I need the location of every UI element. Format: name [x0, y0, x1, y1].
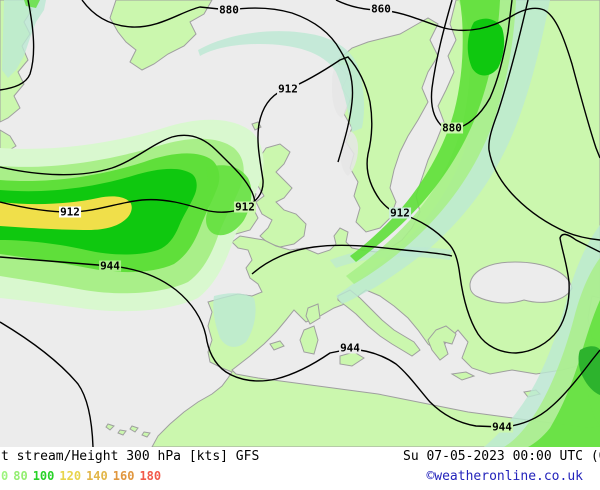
caption-bar: t stream/Height 300 hPa [kts] GFS Su 07-…	[0, 447, 600, 490]
legend-value: 160	[112, 469, 135, 483]
land-arctic	[109, 0, 213, 71]
legend-value: 100	[32, 469, 55, 483]
land-greece	[427, 325, 457, 361]
land-scandinavia	[337, 17, 439, 233]
contour-880-nw	[81, 0, 354, 163]
contour-912-main	[0, 56, 600, 354]
land-corsica	[305, 303, 321, 325]
atlantic-jet-ireland-blob	[206, 165, 252, 236]
contour-label: 860	[370, 2, 392, 16]
east-band-mid	[350, 0, 500, 262]
sea-black-sea	[469, 261, 573, 304]
se-band-mid	[528, 300, 600, 447]
band-spain-teal	[213, 293, 256, 347]
legend-value: 140	[86, 469, 108, 483]
contour-atlantic-n	[0, 134, 256, 213]
east-band-bright-spot	[467, 18, 505, 76]
height-contours	[0, 0, 600, 448]
contour-label: 912	[389, 206, 411, 220]
contour-912-europe	[251, 244, 453, 275]
legend-value: 0	[1, 469, 9, 483]
legend-value: 180	[139, 469, 162, 483]
band-norwegian-sea	[198, 31, 365, 132]
caption-row-1: t stream/Height 300 hPa [kts] GFS Su 07-…	[0, 449, 600, 465]
land-crete	[450, 371, 476, 381]
contour-944-sw	[0, 321, 94, 448]
contour-label: 912	[59, 205, 81, 219]
contour-greenland	[0, 0, 35, 91]
land-italy	[337, 289, 421, 357]
contour-label: 912	[277, 82, 299, 96]
contour-ne-unlabeled	[488, 0, 600, 241]
map-svg	[0, 0, 600, 448]
contour-label: 944	[491, 420, 513, 434]
copyright: ©weatheronline.co.uk	[426, 469, 583, 484]
sea-mediterranean	[231, 289, 600, 429]
band-greenland-teal	[2, 0, 46, 78]
legend-value: 120	[59, 469, 82, 483]
contour-label: 944	[339, 341, 361, 355]
land-great-britain	[252, 143, 307, 248]
contour-label: 944	[99, 259, 121, 273]
land-sardinia	[299, 325, 319, 355]
map-canvas: 880 860 912 912 912 944 880 912 944 944	[0, 0, 600, 448]
se-band-dark-spot	[578, 346, 600, 395]
jet-bands	[0, 0, 600, 447]
contour-label: 880	[218, 3, 240, 17]
map-valid-time: Su 07-05-2023 00:00 UTC (06+42	[403, 449, 600, 464]
contour-label: 880	[441, 121, 463, 135]
caption-row-2: 0 80 100 120 140 160 180 ©weatheronline.co.uk	[0, 468, 600, 486]
land-balearics	[269, 340, 285, 351]
contour-label: 912	[234, 200, 256, 214]
map-title: t stream/Height 300 hPa [kts] GFS	[1, 449, 260, 464]
wind-speed-legend: 0 80 100 120 140 160 180	[1, 469, 166, 483]
legend-value: 80	[13, 469, 28, 483]
land-canary-islands	[105, 423, 151, 438]
